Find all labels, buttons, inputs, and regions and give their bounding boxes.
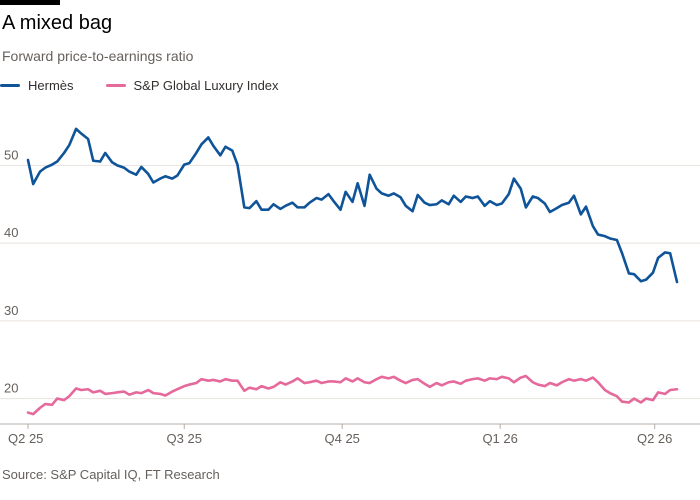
legend-swatch-hermes xyxy=(0,84,20,87)
chart-title: A mixed bag xyxy=(2,12,113,34)
x-tick-label: Q4 25 xyxy=(324,431,359,446)
chart-subtitle: Forward price-to-earnings ratio xyxy=(2,48,194,64)
gridlines xyxy=(0,164,700,425)
line-chart: 20 30 40 50 Q2 25 Q3 25 Q4 25 Q1 26 Q2 26 xyxy=(0,127,700,446)
y-tick-label: 40 xyxy=(4,225,18,240)
legend-item-hermes: Hermès xyxy=(0,78,74,93)
series-lines xyxy=(26,127,679,416)
y-tick-label: 20 xyxy=(4,381,18,396)
legend: Hermès S&P Global Luxury Index xyxy=(0,78,311,93)
y-axis-ticks: 20 30 40 50 xyxy=(4,147,18,395)
y-tick-label: 30 xyxy=(4,303,18,318)
x-tick-label: Q2 26 xyxy=(637,431,672,446)
legend-item-luxury: S&P Global Luxury Index xyxy=(105,78,279,93)
x-tick-label: Q2 25 xyxy=(8,431,43,446)
source-note: Source: S&P Capital IQ, FT Research xyxy=(2,467,220,482)
x-tick-label: Q1 26 xyxy=(482,431,517,446)
x-axis-ticks: Q2 25 Q3 25 Q4 25 Q1 26 Q2 26 xyxy=(8,424,672,446)
y-tick-label: 50 xyxy=(4,147,18,162)
legend-swatch-luxury xyxy=(105,84,126,87)
legend-label-luxury: S&P Global Luxury Index xyxy=(133,78,279,93)
legend-label-hermes: Hermès xyxy=(28,78,74,93)
series-line-hermes xyxy=(26,127,679,284)
brand-bar xyxy=(0,0,60,5)
series-line-luxury xyxy=(26,374,679,416)
x-tick-label: Q3 25 xyxy=(167,431,202,446)
